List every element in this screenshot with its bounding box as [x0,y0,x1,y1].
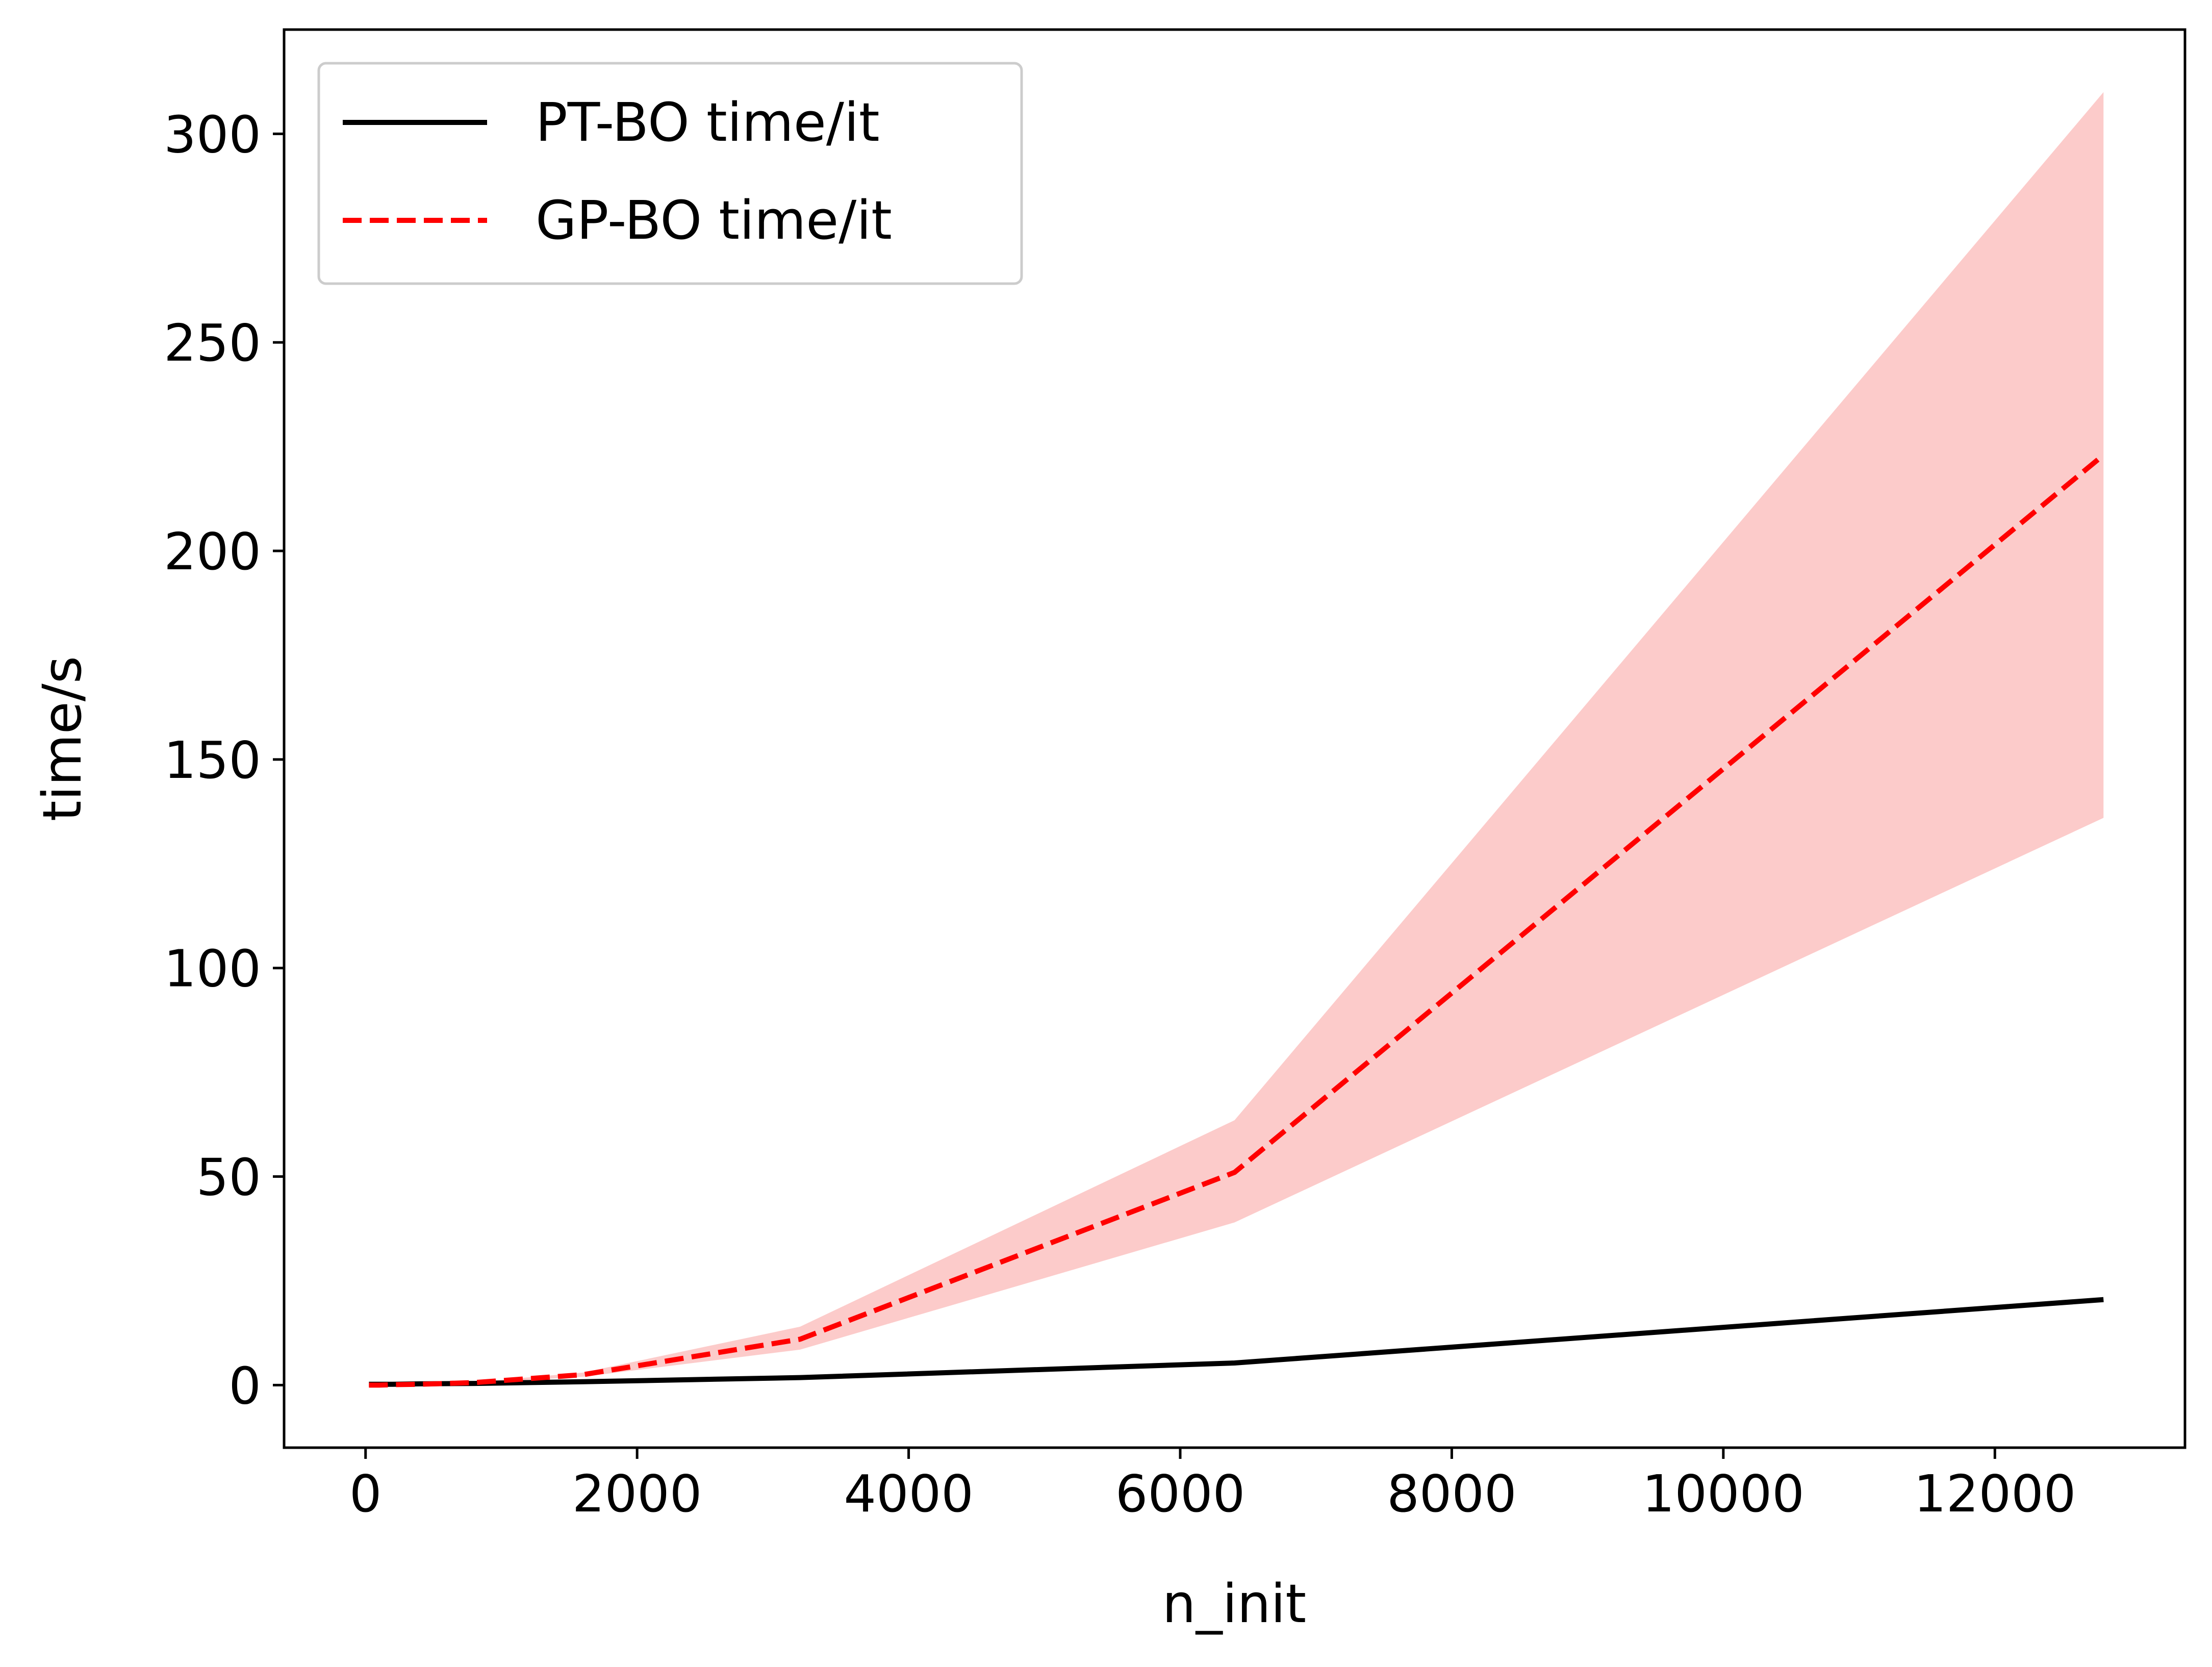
x-axis-label: n_init [1162,1573,1306,1635]
y-tick-label-6: 300 [164,105,261,164]
y-axis-label: time/s [31,656,93,821]
series-line-1 [369,453,2105,1388]
x-tick-label-6: 12000 [1914,1464,2076,1524]
y-tick-label-0: 0 [228,1356,261,1416]
legend-frame [317,62,1023,285]
x-tick-label-0: 0 [349,1464,382,1524]
x-axis: 0 2000 4000 6000 8000 10000 12000 [349,1448,2076,1524]
y-tick-label-5: 250 [164,313,261,373]
x-tick-label-3: 6000 [1115,1464,1245,1524]
y-axis: 0 50 100 150 200 250 300 [164,105,284,1416]
y-tick-label-4: 200 [164,522,261,582]
y-tick-label-2: 100 [164,939,261,999]
plot-area [369,92,2105,1388]
legend-label-pt-bo: PT-BO time/it [536,91,880,154]
x-tick-label-2: 4000 [844,1464,974,1524]
y-tick-label-3: 150 [164,730,261,790]
x-tick-label-5: 10000 [1642,1464,1804,1524]
y-tick-label-1: 50 [196,1148,261,1207]
axes-frame [283,28,2186,1449]
x-tick-label-1: 2000 [572,1464,702,1524]
legend-label-gp-bo: GP-BO time/it [536,189,892,251]
legend: PT-BO time/it GP-BO time/it [317,62,1023,285]
x-tick-label-4: 8000 [1387,1464,1517,1524]
